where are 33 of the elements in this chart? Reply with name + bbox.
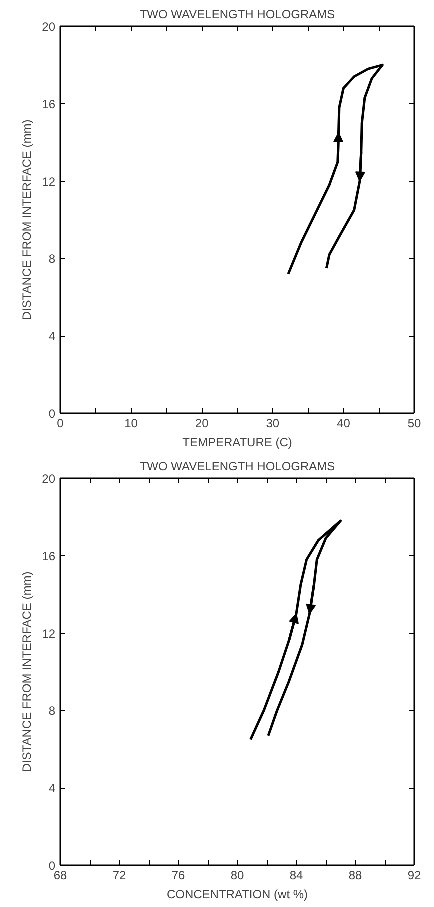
y-tick-label: 4 (48, 330, 56, 344)
x-tick-label: 84 (290, 868, 304, 882)
x-tick-label: 30 (266, 416, 280, 430)
x-tick-label: 76 (172, 868, 186, 882)
x-tick-label: 50 (408, 416, 422, 430)
y-tick-label: 12 (42, 626, 56, 641)
y-tick-label: 16 (42, 97, 56, 112)
line-series (287, 64, 384, 276)
x-tick-label: 10 (124, 416, 138, 430)
y-tick-label: 20 (42, 20, 56, 34)
chart-title: TWO WAVELENGTH HOLOGRAMS (140, 460, 336, 474)
x-tick-label: 0 (57, 416, 64, 430)
x-axis-title: TEMPERATURE (C) (182, 436, 292, 450)
y-tick-label: 16 (42, 549, 56, 564)
x-tick-label: 72 (112, 868, 126, 882)
x-tick-label: 40 (337, 416, 351, 430)
y-tick-label: 0 (48, 859, 56, 873)
y-tick-label: 0 (48, 407, 56, 421)
y-tick-label: 4 (48, 782, 56, 796)
x-tick-label: 88 (348, 868, 362, 882)
x-axis-title: CONCENTRATION (wt %) (166, 888, 308, 902)
y-axis-title: DISTANCE FROM INTERFACE (mm) (20, 572, 34, 772)
chart-title: TWO WAVELENGTH HOLOGRAMS (140, 8, 336, 22)
y-tick-label: 12 (42, 174, 56, 189)
y-tick-label: 20 (42, 472, 56, 486)
x-tick-label: 20 (195, 416, 210, 430)
y-tick-label: 8 (48, 252, 56, 266)
line-series (250, 520, 342, 741)
x-tick-label: 80 (230, 868, 244, 882)
y-tick-label: 8 (48, 704, 56, 718)
x-tick-label: 92 (408, 868, 422, 882)
x-tick-label: 68 (54, 868, 68, 882)
y-axis-title: DISTANCE FROM INTERFACE (mm) (20, 120, 34, 320)
